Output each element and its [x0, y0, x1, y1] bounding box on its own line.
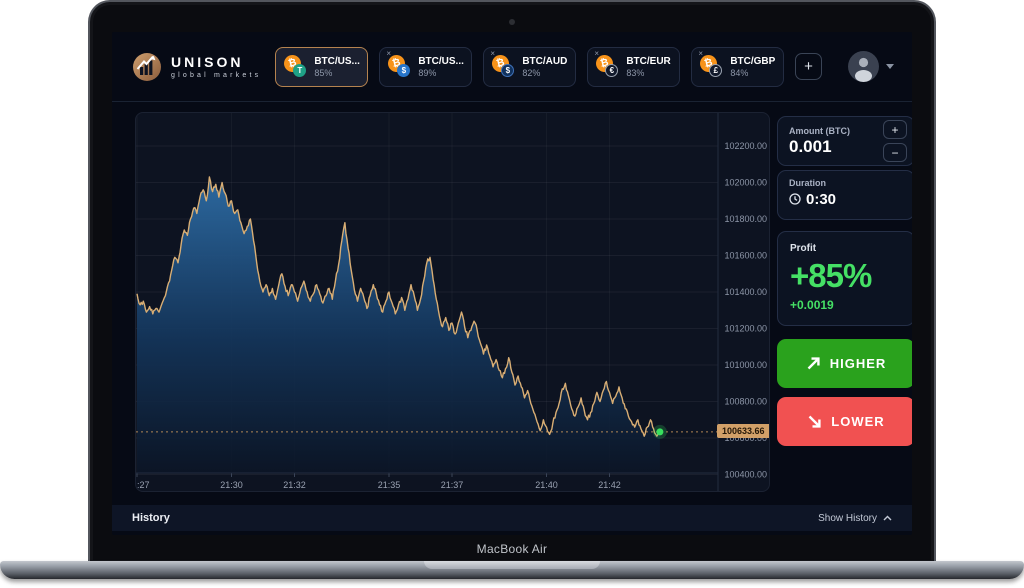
duration-label: Duration — [789, 178, 826, 188]
area-fill — [137, 177, 660, 473]
pair-icon: ₿ £ — [698, 52, 728, 80]
amount-label: Amount (BTC) — [789, 125, 850, 136]
y-axis-label: 101200.00 — [724, 324, 767, 334]
tab-btc-eur-3[interactable]: × ₿ € BTC/EUR 83% — [587, 46, 681, 87]
y-axis-label: 101800.00 — [724, 214, 767, 224]
tab-btc-us--1[interactable]: × ₿ $ BTC/US... 89% — [379, 46, 473, 87]
show-history-toggle[interactable]: Show History — [818, 513, 892, 524]
webcam-icon — [509, 19, 515, 25]
profit-percent: +85% — [790, 257, 872, 294]
x-axis-label: :27 — [137, 480, 150, 490]
higher-label: HIGHER — [829, 356, 887, 371]
tab-payout-percent: 89% — [418, 67, 437, 78]
usdc-icon: $ — [397, 63, 411, 77]
lower-button[interactable]: LOWER — [777, 397, 912, 446]
amount-increase-button[interactable]: + — [883, 120, 907, 139]
arrow-up-right-icon — [807, 357, 820, 370]
trade-sidebar: Amount (BTC) 0.001 + − Duration — [777, 102, 912, 535]
aud-dollar-icon: $ — [501, 63, 515, 77]
profit-label: Profit — [790, 243, 817, 254]
tab-payout-percent: 85% — [314, 67, 333, 78]
app-screen: UNISON global markets ₿ T BTC/US... 85% × ₿ $ B… — [112, 32, 912, 535]
tab-payout-percent: 83% — [626, 67, 645, 78]
duration-card[interactable]: Duration 0:30 — [777, 170, 912, 220]
history-title: History — [132, 512, 170, 524]
lower-label: LOWER — [831, 414, 885, 429]
amount-decrease-button[interactable]: − — [883, 143, 907, 162]
y-axis-label: 101000.00 — [724, 360, 767, 370]
tab-btc-aud-2[interactable]: × ₿ $ BTC/AUD 82% — [483, 46, 577, 87]
clock-icon — [789, 193, 801, 205]
account-menu[interactable] — [848, 51, 894, 82]
unison-logo-icon — [133, 52, 161, 81]
price-chart-panel: 102200.00 102000.00 101800.00 101600.00 1014… — [135, 112, 770, 492]
profit-delta: +0.0019 — [790, 298, 834, 312]
tab-payout-percent: 82% — [522, 67, 541, 78]
tab-pair-label: BTC/AUD — [522, 55, 568, 67]
y-axis-label: 101600.00 — [724, 251, 767, 261]
x-axis-label: 21:32 — [283, 480, 306, 490]
y-axis-label: 101400.00 — [724, 287, 767, 297]
y-axis-label: 100400.00 — [724, 470, 767, 480]
euro-icon: € — [605, 63, 619, 77]
brand-logo: UNISON global markets — [132, 52, 261, 82]
pair-icon: ₿ T — [282, 52, 312, 80]
duration-value: 0:30 — [806, 191, 837, 208]
close-tab-icon[interactable]: × — [490, 48, 495, 58]
history-bar: History Show History — [112, 505, 912, 531]
user-icon — [855, 57, 872, 82]
amount-value[interactable]: 0.001 — [789, 136, 832, 156]
x-axis-label: 21:30 — [220, 480, 243, 490]
y-axis-label: 102200.00 — [724, 141, 767, 151]
pair-icon: ₿ $ — [490, 52, 520, 80]
arrow-down-right-icon — [808, 415, 821, 428]
brand-subtitle: global markets — [171, 72, 262, 79]
tab-pair-label: BTC/US... — [418, 55, 464, 67]
close-tab-icon[interactable]: × — [386, 48, 391, 58]
higher-button[interactable]: HIGHER — [777, 339, 912, 388]
add-tab-button[interactable]: + — [795, 53, 822, 80]
tab-payout-percent: 84% — [730, 67, 749, 78]
show-history-label: Show History — [818, 512, 877, 524]
profit-card: Profit +85% +0.0019 — [777, 231, 912, 326]
brand-title: UNISON — [171, 54, 244, 70]
laptop-base — [0, 561, 1024, 579]
pair-icon: ₿ € — [594, 52, 624, 80]
y-axis-label: 102000.00 — [724, 178, 767, 188]
close-tab-icon[interactable]: × — [698, 48, 703, 58]
tab-pair-label: BTC/EUR — [626, 55, 671, 67]
tab-pair-label: BTC/US... — [314, 55, 360, 67]
price-chart: 102200.00 102000.00 101800.00 101600.00 1014… — [136, 113, 767, 491]
app-header: UNISON global markets ₿ T BTC/US... 85% × ₿ $ B… — [112, 32, 912, 102]
amount-card: Amount (BTC) 0.001 + − — [777, 116, 912, 166]
tether-icon: T — [293, 63, 307, 77]
device-label: MacBook Air — [476, 542, 548, 556]
gbp-icon: £ — [709, 63, 723, 77]
avatar[interactable] — [848, 51, 879, 82]
laptop-base-notch — [424, 561, 600, 569]
tab-btc-gbp-4[interactable]: × ₿ £ BTC/GBP 84% — [691, 46, 785, 87]
x-axis-label: 21:37 — [441, 480, 464, 490]
chevron-down-icon — [886, 64, 894, 69]
chevron-up-icon — [883, 515, 892, 521]
x-axis-label: 21:42 — [598, 480, 621, 490]
x-axis-label: 21:35 — [378, 480, 401, 490]
pair-icon: ₿ $ — [386, 52, 416, 80]
tab-btc-us--0[interactable]: ₿ T BTC/US... 85% — [275, 46, 369, 87]
tab-pair-label: BTC/GBP — [730, 55, 776, 67]
plus-icon: + — [804, 58, 813, 75]
last-price-dot — [656, 428, 664, 436]
price-line — [136, 176, 661, 437]
y-axis-label: 100600.00 — [724, 433, 767, 443]
y-axis-label: 100800.00 — [724, 397, 767, 407]
x-axis-label: 21:40 — [535, 480, 558, 490]
current-price-badge: 100633.66 — [717, 423, 769, 438]
close-tab-icon[interactable]: × — [594, 48, 599, 58]
pair-tabs: ₿ T BTC/US... 85% × ₿ $ BTC/US... 89% × ₿ $ BTC/AUD 8… — [275, 46, 785, 87]
brand-name: UNISON global markets — [171, 54, 261, 79]
laptop-lid: UNISON global markets ₿ T BTC/US... 85% × ₿ $ B… — [88, 0, 936, 563]
